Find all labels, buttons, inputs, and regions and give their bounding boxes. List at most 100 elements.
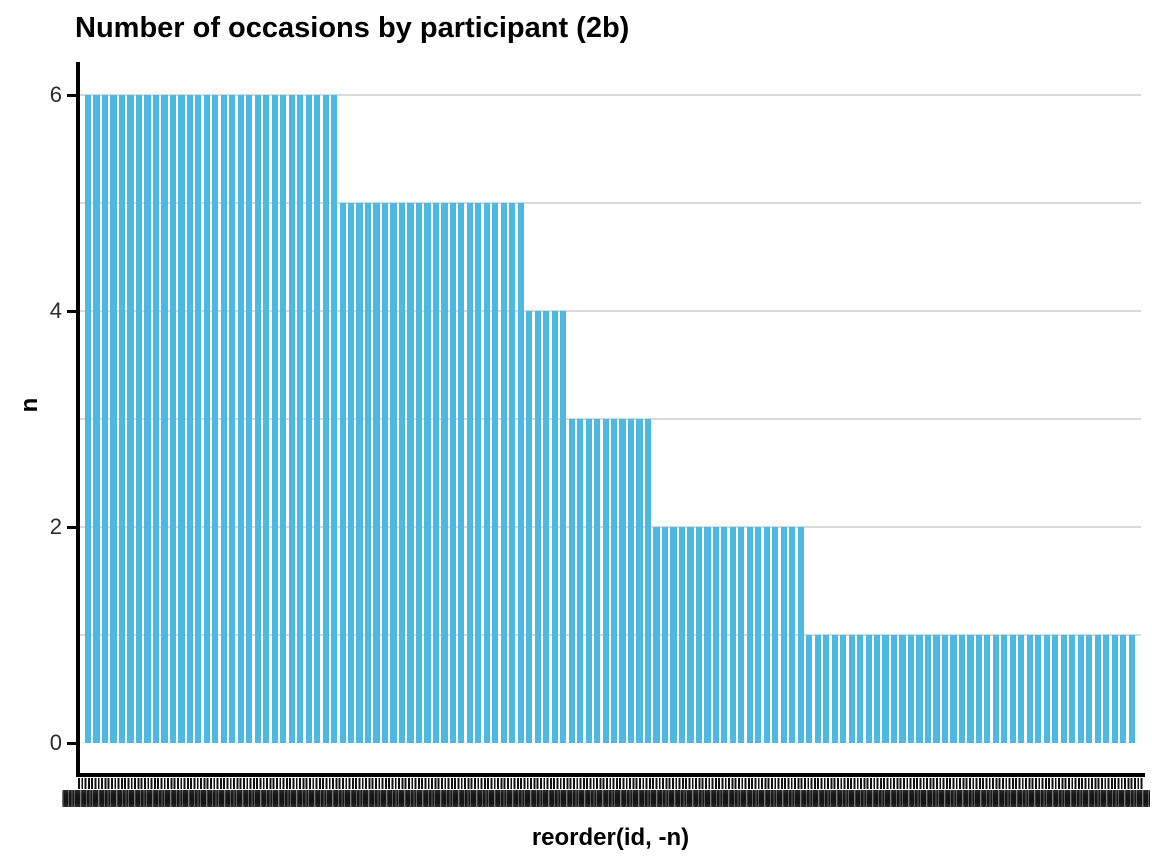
bar-participant: [653, 527, 660, 743]
x-axis-tick-labels-overlapping: [62, 790, 1150, 807]
bar-participant: [1111, 635, 1118, 743]
bar-participant: [348, 203, 355, 743]
bar-participant: [627, 419, 635, 743]
bar-participant: [475, 203, 482, 743]
bar-participant: [144, 95, 151, 743]
bar-participant: [398, 203, 406, 743]
bar-participant: [118, 95, 126, 743]
x-axis-line: [76, 773, 1145, 777]
y-tick-mark-6: [67, 94, 76, 97]
bar-participant: [526, 311, 533, 743]
bar-participant: [958, 635, 966, 743]
plot-panel: [80, 62, 1141, 775]
bar-participant: [933, 635, 940, 743]
bar-participant: [297, 95, 304, 743]
y-axis-line: [76, 62, 80, 777]
bar-participant: [746, 527, 753, 743]
bar-participant: [670, 527, 677, 743]
bar-participant: [611, 419, 618, 743]
y-tick-mark-4: [67, 310, 76, 313]
bar-participant: [237, 95, 244, 743]
bar-participant: [492, 203, 499, 743]
bar-participant: [305, 95, 312, 743]
bar-participant: [424, 203, 431, 743]
bar-participant: [594, 419, 601, 743]
x-axis-title: reorder(id, -n): [531, 824, 690, 851]
bar-participant: [178, 95, 185, 743]
gridline-n-6: [80, 94, 1141, 96]
bar-participant: [789, 527, 796, 743]
bar-participant: [203, 95, 210, 743]
bar-participant: [840, 635, 847, 743]
bar-participant: [975, 635, 982, 743]
chart-title: Number of occasions by participant (2b): [75, 12, 630, 44]
y-tick-label-6: 6: [49, 82, 62, 107]
bar-participant: [738, 527, 745, 743]
bar-participant: [101, 95, 109, 743]
bar-participant: [704, 527, 711, 743]
y-tick-mark-2: [67, 526, 76, 529]
bar-participant: [1052, 635, 1059, 743]
bar-participant: [568, 419, 575, 743]
bar-participant: [85, 95, 92, 743]
bar-participant: [602, 419, 609, 743]
bar-participant: [661, 527, 669, 743]
bar-participant: [755, 527, 762, 743]
gridline-n-2: [80, 526, 1141, 528]
bar-participant: [288, 95, 295, 743]
bar-participant: [678, 527, 686, 743]
bar-participant: [483, 203, 490, 743]
bar-participant: [135, 95, 143, 743]
bar-participant: [458, 203, 465, 743]
bar-participant: [314, 95, 321, 743]
bar-participant: [797, 527, 804, 743]
bar-participant: [585, 419, 592, 743]
bar-participant: [1103, 635, 1110, 743]
bar-participant: [339, 203, 346, 743]
y-axis-title: n: [16, 397, 43, 413]
bar-participant: [1018, 635, 1025, 743]
bar-participant: [551, 311, 558, 743]
bar-participant: [644, 419, 652, 743]
bar-participant: [687, 527, 694, 743]
bar-participant: [331, 95, 338, 743]
bar-participant: [280, 95, 287, 743]
bar-participant: [721, 527, 728, 743]
bar-participant: [1086, 635, 1093, 743]
bar-participant: [941, 635, 949, 743]
bar-participant: [322, 95, 329, 743]
bar-participant: [636, 419, 643, 743]
bar-participant: [466, 203, 473, 743]
bar-participant: [695, 527, 703, 743]
gridline-n-1: [80, 634, 1141, 636]
bar-participant: [848, 635, 855, 743]
bar-participant: [899, 635, 906, 743]
bar-participant: [907, 635, 915, 743]
bar-participant: [857, 635, 864, 743]
x-axis-tick-marks: [78, 778, 1144, 789]
bar-participant: [449, 203, 456, 743]
gridline-n-3: [80, 418, 1141, 420]
bar-participant: [246, 95, 253, 743]
bar-participant: [874, 635, 881, 743]
bar-participant: [1060, 635, 1067, 743]
bar-participant: [1009, 635, 1016, 743]
bar-participant: [780, 527, 787, 743]
bar-participant: [195, 95, 202, 743]
bar-participant: [890, 635, 898, 743]
bar-participant: [950, 635, 957, 743]
bar-participant: [364, 203, 372, 743]
bar-participant: [543, 311, 550, 743]
bar-participant: [390, 203, 397, 743]
bar-participant: [967, 635, 974, 743]
bar-participant: [1069, 635, 1076, 743]
y-tick-label-0: 0: [49, 730, 62, 755]
bar-participant: [763, 527, 770, 743]
bar-participant: [712, 527, 719, 743]
bar-participant: [729, 527, 736, 743]
bar-participant: [254, 95, 261, 743]
bar-participant: [271, 95, 278, 743]
bar-participant: [415, 203, 423, 743]
bar-participant: [186, 95, 193, 743]
